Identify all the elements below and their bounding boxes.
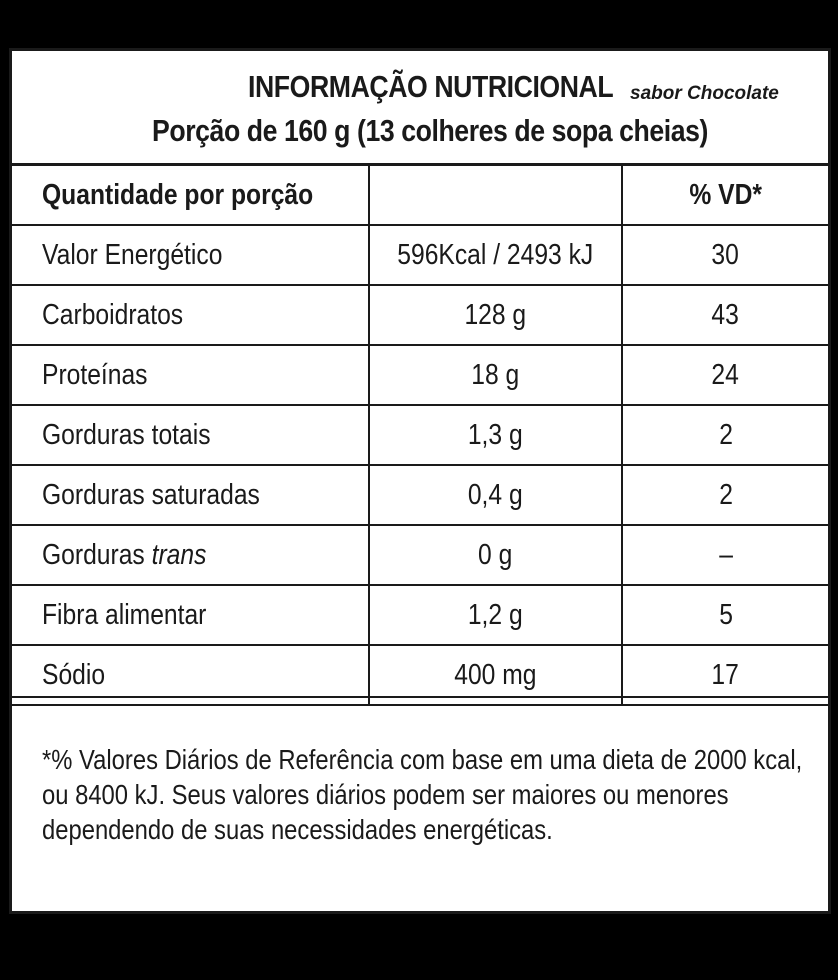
nutrient-amount: 0,4 g xyxy=(367,464,624,526)
nutrient-name: Proteínas xyxy=(12,344,370,406)
label-header: INFORMAÇÃO NUTRICIONAL sabor Chocolate P… xyxy=(12,51,828,166)
nutrient-name: Gorduras trans xyxy=(12,524,370,586)
nutrient-amount: 18 g xyxy=(367,344,624,406)
nutrient-dv: 17 xyxy=(621,644,828,706)
nutrient-dv: 24 xyxy=(621,344,828,406)
nutrient-dv: 30 xyxy=(621,224,828,286)
nutrient-name: Carboidratos xyxy=(12,284,370,346)
label-title: INFORMAÇÃO NUTRICIONAL xyxy=(248,69,614,104)
table-row: Gorduras saturadas 0,4 g 2 xyxy=(12,464,828,526)
column-header-amount xyxy=(367,166,624,226)
nutrient-name: Fibra alimentar xyxy=(12,584,370,646)
nutrient-amount: 596Kcal / 2493 kJ xyxy=(367,224,624,286)
table-row: Gorduras totais 1,3 g 2 xyxy=(12,404,828,466)
nutrient-amount: 0 g xyxy=(367,524,624,586)
nutrient-dv: 2 xyxy=(621,404,828,466)
nutrient-name: Valor Energético xyxy=(12,224,370,286)
table-row: Fibra alimentar 1,2 g 5 xyxy=(12,584,828,646)
nutrient-dv: 5 xyxy=(621,584,828,646)
table-row: Carboidratos 128 g 43 xyxy=(12,284,828,346)
nutrient-name: Gorduras saturadas xyxy=(12,464,370,526)
nutrition-label: INFORMAÇÃO NUTRICIONAL sabor Chocolate P… xyxy=(9,48,831,914)
nutrient-dv: – xyxy=(621,524,828,586)
column-header-quantity: Quantidade por porção xyxy=(12,166,370,226)
footnote-line: ou 8400 kJ. Seus valores diários podem s… xyxy=(42,779,729,810)
nutrient-amount: 128 g xyxy=(367,284,624,346)
table-row: Valor Energético 596Kcal / 2493 kJ 30 xyxy=(12,224,828,286)
table-row: Gorduras trans 0 g – xyxy=(12,524,828,586)
nutrient-dv: 2 xyxy=(621,464,828,526)
portion-text: Porção de 160 g (13 colheres de sopa che… xyxy=(152,113,709,148)
nutrient-amount: 400 mg xyxy=(367,644,624,706)
table-header-row: Quantidade por porção % VD* xyxy=(12,166,828,226)
flavor-text: sabor Chocolate xyxy=(630,83,779,104)
nutrient-dv: 43 xyxy=(621,284,828,346)
nutrient-name: Gorduras totais xyxy=(12,404,370,466)
column-header-dv: % VD* xyxy=(621,166,828,226)
footnote-text: *% Valores Diários de Referência com bas… xyxy=(42,742,816,847)
footnote-line: *% Valores Diários de Referência com bas… xyxy=(42,744,803,775)
nutrition-table: Quantidade por porção % VD* Valor Energé… xyxy=(12,166,828,706)
footnote-line: dependendo de suas necessidades energéti… xyxy=(42,814,553,845)
footnote-section: *% Valores Diários de Referência com bas… xyxy=(12,696,828,911)
nutrient-amount: 1,2 g xyxy=(367,584,624,646)
table-row: Proteínas 18 g 24 xyxy=(12,344,828,406)
nutrient-amount: 1,3 g xyxy=(367,404,624,466)
table-row: Sódio 400 mg 17 xyxy=(12,644,828,706)
nutrient-name: Sódio xyxy=(12,644,370,706)
